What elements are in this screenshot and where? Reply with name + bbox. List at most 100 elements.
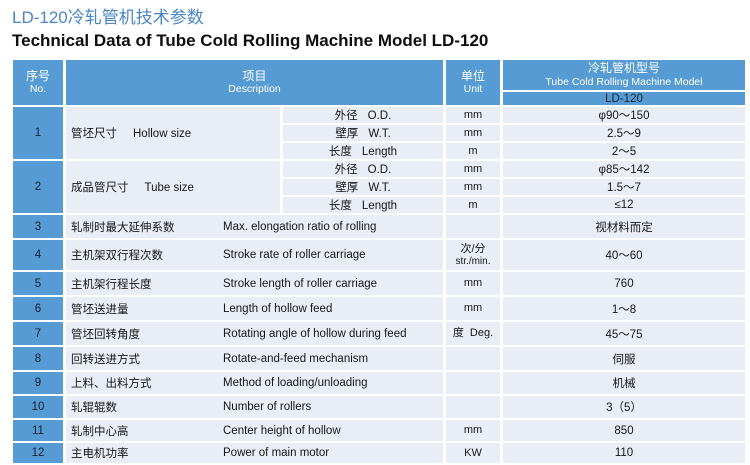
spec-value: 2～5 (503, 143, 745, 159)
sub-parameter-zh: 长度 (328, 146, 352, 158)
spec-value: 机械 (503, 372, 745, 394)
unit-line-1: 度 Deg. (452, 327, 494, 340)
page-title-chinese: LD-120冷轧管机技术参数 (12, 8, 204, 27)
table-body: 1 管坯尺寸 Hollow size 外径 O.D. mm φ90～150 壁厚 W.T. mm 2… (13, 107, 745, 463)
unit-value: mm (446, 297, 500, 320)
row-number: 11 (13, 420, 63, 441)
header-no-en: No. (29, 83, 47, 96)
row-label-zh: 管坯尺寸 (71, 128, 117, 140)
spec-value: 3（5） (503, 396, 745, 418)
spec-value: 40～60 (503, 240, 745, 270)
row-description-zh: 上料、出料方式 (71, 378, 152, 390)
unit-value (446, 215, 500, 238)
unit-value: 度 Deg. (446, 322, 500, 345)
row-label-zh: 成品管尺寸 (71, 182, 129, 194)
row-number: 6 (13, 297, 63, 320)
row-description-zh: 轧辊辊数 (71, 402, 117, 414)
table-row: 7 管坯回转角度 Rotating angle of hollow during f… (13, 322, 745, 345)
unit-value (446, 372, 500, 394)
row-description-en: Length of hollow feed (223, 302, 333, 315)
unit-line-1: KW (464, 446, 482, 459)
table-row: 4 主机架双行程次数 Stroke rate of roller carriage 次… (13, 240, 745, 270)
table-row: 6 管坯送进量 Length of hollow feed mm 1～8 (13, 297, 745, 320)
sub-parameter: 壁厚 W.T. (283, 179, 443, 195)
row-description-zh: 轧制时最大延伸系数 (71, 221, 175, 234)
sub-parameter-en: Length (361, 200, 398, 212)
table-row: 3 轧制时最大延伸系数 Max. elongation ratio of rolli… (13, 215, 745, 238)
row-description-zh: 轧制中心高 (71, 425, 129, 438)
header-unit-en: Unit (463, 83, 483, 96)
sub-parameter: 外径 O.D. (283, 107, 443, 123)
row-description-text: 轧制中心高 Center height of hollow (66, 423, 443, 439)
header-model-zh: 冷轧管机型号 (587, 61, 660, 76)
row-description-text: 轧辊辊数 Number of rollers (66, 399, 443, 415)
spec-value: φ85～142 (503, 161, 745, 177)
technical-data-table: 序号 No. 项目 Description 单位 Unit 冷轧管机型号 Tub… (10, 58, 748, 465)
table-row: 11 轧制中心高 Center height of hollow mm 850 (13, 420, 745, 441)
sub-parameter-text: 长度 Length (329, 200, 397, 212)
row-number: 12 (13, 443, 63, 463)
row-description-en: Center height of hollow (223, 424, 341, 437)
spec-value: φ90～150 (503, 107, 745, 123)
unit-value (446, 347, 500, 370)
row-description-zh: 管坯回转角度 (71, 328, 140, 341)
row-description-en: Number of rollers (223, 401, 312, 413)
row-description-text: 主电机功率 Power of main motor (66, 445, 443, 461)
unit-line-2: str./min. (455, 255, 491, 267)
spec-value: 1～8 (503, 297, 745, 320)
sub-parameter-en: W.T. (368, 128, 391, 140)
sub-parameter-en: W.T. (368, 182, 391, 194)
row-description-zh: 主机架双行程次数 (71, 250, 163, 262)
row-number: 3 (13, 215, 63, 238)
spec-value: 2.5～9 (503, 125, 745, 141)
row-number: 7 (13, 322, 63, 345)
spec-value: 850 (503, 420, 745, 441)
unit-line-1: mm (463, 424, 483, 437)
header-description: 项目 Description (66, 60, 443, 105)
sub-parameter-zh: 壁厚 (335, 128, 359, 140)
row-description: 主电机功率 Power of main motor (66, 443, 443, 463)
spec-value: ≤12 (503, 197, 745, 213)
sub-parameter: 外径 O.D. (283, 161, 443, 177)
header-model: 冷轧管机型号 Tube Cold Rolling Machine Model (503, 60, 745, 90)
row-label: 成品管尺寸 Tube size (66, 161, 280, 213)
header-description-en: Description (228, 83, 281, 96)
header-model-en: Tube Cold Rolling Machine Model (545, 75, 703, 88)
row-description: 主机架行程长度 Stroke length of roller carriage (66, 272, 443, 295)
row-description-en: Method of loading/unloading (223, 377, 368, 389)
row-description-text: 管坯回转角度 Rotating angle of hollow during fe… (66, 326, 443, 342)
spec-value: 伺服 (503, 347, 745, 370)
table-row: 壁厚 W.T. mm 1.5～7 (13, 179, 745, 195)
row-number: 2 (13, 161, 63, 213)
sub-parameter: 壁厚 W.T. (283, 125, 443, 141)
table-row: 5 主机架行程长度 Stroke length of roller carriage… (13, 272, 745, 295)
table-row: 12 主电机功率 Power of main motor KW 110 (13, 443, 745, 463)
unit-value: 次/分 str./min. (446, 240, 500, 270)
row-description-en: Rotate-and-feed mechanism (223, 352, 369, 365)
row-description: 轧辊辊数 Number of rollers (66, 396, 443, 418)
header-unit: 单位 Unit (446, 60, 500, 105)
table-header: 序号 No. 项目 Description 单位 Unit 冷轧管机型号 Tub… (13, 60, 745, 105)
row-description: 管坯送进量 Length of hollow feed (66, 297, 443, 320)
unit-line-1: 次/分 (460, 242, 486, 255)
row-description-en: Max. elongation ratio of rolling (223, 220, 377, 233)
table-row: 8 回转送进方式 Rotate-and-feed mechanism 伺服 (13, 347, 745, 370)
row-description-text: 管坯送进量 Length of hollow feed (66, 301, 443, 317)
row-description: 轧制中心高 Center height of hollow (66, 420, 443, 441)
row-number: 10 (13, 396, 63, 418)
unit-value: mm (446, 179, 500, 195)
spec-value: 760 (503, 272, 745, 295)
row-label-text: 管坯尺寸 Hollow size (66, 125, 280, 141)
unit-line-1: mm (463, 302, 483, 315)
row-description-zh: 回转送进方式 (71, 353, 140, 366)
unit-value: KW (446, 443, 500, 463)
spec-value: 视材料而定 (503, 215, 745, 238)
sub-parameter-en: O.D. (367, 164, 392, 176)
row-description: 轧制时最大延伸系数 Max. elongation ratio of rollin… (66, 215, 443, 238)
sub-parameter-text: 外径 O.D. (335, 110, 392, 122)
sub-parameter-text: 外径 O.D. (335, 164, 392, 176)
header-description-zh: 项目 (242, 68, 267, 83)
row-description-text: 主机架双行程次数 Stroke rate of roller carriage (66, 247, 443, 263)
header-unit-zh: 单位 (460, 68, 485, 83)
table-row: 壁厚 W.T. mm 2.5～9 (13, 125, 745, 141)
